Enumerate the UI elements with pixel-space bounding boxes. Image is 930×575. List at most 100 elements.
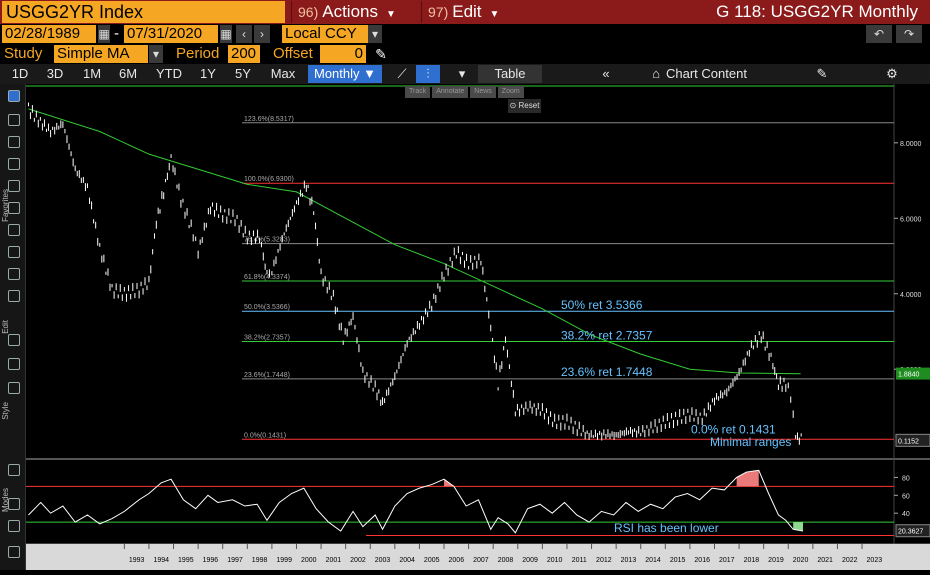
fibonacci-icon[interactable] <box>8 158 20 170</box>
favorites-label: Favorites <box>1 189 10 222</box>
y-tick-label: 6.0000 <box>900 216 922 223</box>
currency-field[interactable]: Local CCY <box>282 25 368 43</box>
study-label: Study <box>4 45 43 62</box>
reset-label: Reset <box>518 101 540 110</box>
actions-num: 96) <box>298 4 319 20</box>
pencil-icon[interactable]: ✎ <box>375 46 387 62</box>
x-tick-label: 2011 <box>572 557 587 564</box>
study-row: Study Simple MA ▾ Period 200 Offset 0 ✎ <box>0 44 930 64</box>
fib-level-tag: 0.0%(0.1431) <box>244 432 286 439</box>
fib-level-tag: 123.6%(8.5317) <box>244 116 294 123</box>
x-tick-label: 2019 <box>768 557 784 564</box>
range-tab-3d[interactable]: 3D <box>46 66 64 81</box>
x-tick-label: 2018 <box>744 557 760 564</box>
trend-icon[interactable] <box>8 202 20 214</box>
crosshair-icon[interactable] <box>8 136 20 148</box>
actions-menu[interactable]: 96) Actions ▼ <box>291 1 401 23</box>
palette-icon[interactable] <box>8 382 20 394</box>
prev-arrow-icon[interactable]: ‹ <box>236 25 252 43</box>
mode-icon[interactable] <box>8 498 20 510</box>
line-chart-icon[interactable]: ⟋ <box>397 66 407 81</box>
color-mode-icon[interactable] <box>8 520 20 532</box>
calendar-icon[interactable]: ▦ <box>220 25 232 43</box>
x-tick-label: 2010 <box>547 557 563 564</box>
fib-level-tag: 76.4%(5.3283) <box>244 237 290 244</box>
range-toolbar: 1D 3D 1M 6M YTD 1Y 5Y Max Monthly ▼ ⟋ ⫶ … <box>0 64 930 84</box>
x-tick-label: 2020 <box>793 557 809 564</box>
line-tool-icon[interactable] <box>8 114 20 126</box>
edit-chart-icon[interactable]: ✎ <box>816 66 828 81</box>
news-button[interactable]: News <box>470 86 496 98</box>
redo-icon[interactable]: ↷ <box>896 25 922 43</box>
y-tick-label: 8.0000 <box>900 141 922 148</box>
undo-icon[interactable]: ↶ <box>866 25 892 43</box>
annotate-button[interactable]: Annotate <box>432 86 469 98</box>
table-button[interactable]: Table <box>478 65 542 83</box>
range-tab-1d[interactable]: 1D <box>11 66 29 81</box>
channel-icon[interactable] <box>8 180 20 192</box>
rsi-oversold-fill <box>793 522 804 532</box>
chart-area[interactable]: 123.6%(8.5317) 100.0%(6.9300) 76.4%(5.3283… <box>26 84 930 570</box>
range-tab-5y[interactable]: 5Y <box>235 66 251 81</box>
rsi-last-label: 20.3627 <box>898 529 923 536</box>
pattern-icon[interactable] <box>8 464 20 476</box>
arrow-tool-icon[interactable] <box>8 246 20 258</box>
rsi-overbought-fill <box>736 470 759 487</box>
ticker-field[interactable]: USGG2YR Index <box>2 1 285 23</box>
drawing-toolbar: Favorites Edit Style Modes <box>0 84 26 570</box>
eraser-icon[interactable] <box>8 290 20 302</box>
next-arrow-icon[interactable]: › <box>254 25 270 43</box>
chevron-down-icon[interactable]: ▾ <box>458 66 466 81</box>
chevron-down-icon[interactable]: ▾ <box>149 45 163 63</box>
moving-average-line <box>28 108 801 375</box>
bar-chart-icon[interactable]: ⫶ <box>416 65 440 83</box>
window-title: G 118: USGG2YR Monthly <box>716 2 918 21</box>
chart-content-icon: ⌂ <box>652 66 660 81</box>
x-tick-label: 1996 <box>203 557 219 564</box>
x-tick-label: 2014 <box>645 557 661 564</box>
x-tick-label: 2006 <box>449 557 465 564</box>
x-tick-label: 2009 <box>522 557 538 564</box>
collapse-icon[interactable]: « <box>602 66 610 81</box>
zoom-button[interactable]: Zoom <box>497 86 524 98</box>
period-field[interactable]: 200 <box>228 45 260 63</box>
fib-level-tag: 38.2%(2.7357) <box>244 334 290 341</box>
period-label: Period <box>176 45 220 62</box>
shape-tool-icon[interactable] <box>8 358 20 370</box>
range-tab-1m[interactable]: 1M <box>82 66 102 81</box>
fib-level-tag: 100.0%(6.9300) <box>244 176 294 183</box>
study-field[interactable]: Simple MA <box>54 45 148 63</box>
x-tick-label: 2017 <box>719 557 735 564</box>
brush-icon[interactable] <box>8 224 20 236</box>
calendar-icon[interactable]: ▦ <box>98 25 110 43</box>
range-tab-6m[interactable]: 6M <box>118 66 138 81</box>
style-label: Style <box>1 402 10 420</box>
x-tick-label: 1995 <box>178 557 194 564</box>
x-tick-label: 2015 <box>670 557 686 564</box>
edit-menu[interactable]: 97) Edit ▼ <box>421 1 521 23</box>
gear-icon[interactable] <box>8 546 20 558</box>
fib-level-tag: 50.0%(3.5366) <box>244 304 290 311</box>
offset-field[interactable]: 0 <box>320 45 366 63</box>
range-tab-max[interactable]: Max <box>270 66 296 81</box>
frequency-select[interactable]: Monthly ▼ <box>308 65 382 83</box>
price-chart[interactable]: 123.6%(8.5317) 100.0%(6.9300) 76.4%(5.3283… <box>26 84 930 570</box>
rsi-note: RSI has been lower <box>614 521 719 535</box>
gear-icon[interactable]: ⚙ <box>886 66 898 81</box>
x-tick-label: 1999 <box>276 557 292 564</box>
range-tab-1y[interactable]: 1Y <box>200 66 216 81</box>
range-tab-ytd[interactable]: YTD <box>156 66 182 81</box>
cursor-icon[interactable] <box>8 90 20 102</box>
end-date-field[interactable]: 07/31/2020 <box>124 25 218 43</box>
modes-label: Modes <box>1 488 10 513</box>
start-date-field[interactable]: 02/28/1989 <box>2 25 96 43</box>
chevron-down-icon[interactable]: ▾ <box>368 25 382 43</box>
chart-annotation: 23.6% ret 1.7448 <box>561 365 653 379</box>
text-tool-icon[interactable] <box>8 334 20 346</box>
track-button[interactable]: Track <box>405 86 431 98</box>
hline-icon[interactable] <box>8 268 20 280</box>
x-tick-label: 2003 <box>375 557 391 564</box>
date-row: 02/28/1989 ▦ - 07/31/2020 ▦ ‹ › Local CC… <box>0 24 930 44</box>
reset-button[interactable]: ⊙ Reset <box>508 99 541 113</box>
chart-content-button[interactable]: Chart Content <box>666 66 747 81</box>
